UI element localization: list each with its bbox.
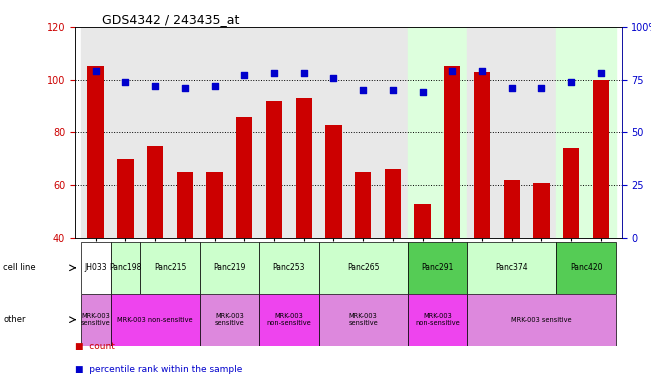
Bar [81, 294, 111, 346]
Point [536, 85, 547, 91]
Point [269, 70, 279, 76]
Bar [206, 172, 223, 344]
Bar [117, 159, 133, 344]
Bar [557, 242, 616, 294]
Bar [259, 242, 318, 294]
Point [566, 79, 576, 85]
Text: Panc219: Panc219 [214, 263, 245, 272]
Bar [467, 294, 616, 346]
Bar [259, 294, 318, 346]
Text: Panc265: Panc265 [347, 263, 380, 272]
Bar [592, 79, 609, 344]
Bar [415, 204, 431, 344]
Bar [318, 294, 408, 346]
Text: Panc374: Panc374 [495, 263, 528, 272]
Point [358, 87, 368, 93]
Bar [533, 183, 549, 344]
Text: MRK-003 non-sensitive: MRK-003 non-sensitive [117, 317, 193, 323]
Bar [408, 27, 467, 238]
Text: MRK-003
sensitive: MRK-003 sensitive [348, 313, 378, 326]
Bar [81, 242, 111, 294]
Bar [408, 294, 467, 346]
Bar [236, 117, 253, 344]
Bar [385, 169, 401, 344]
Bar [111, 294, 200, 346]
Point [447, 68, 458, 74]
Bar [444, 66, 460, 344]
Point [90, 68, 101, 74]
Bar [563, 148, 579, 344]
Bar [318, 27, 408, 238]
Text: MRK-003
non-sensitive: MRK-003 non-sensitive [266, 313, 311, 326]
Bar [408, 242, 467, 294]
Point [328, 74, 339, 81]
Point [150, 83, 160, 89]
Text: Panc420: Panc420 [570, 263, 602, 272]
Text: MRK-003 sensitive: MRK-003 sensitive [511, 317, 572, 323]
Bar [474, 72, 490, 344]
Text: MRK-003
non-sensitive: MRK-003 non-sensitive [415, 313, 460, 326]
Bar [200, 27, 259, 238]
Bar [111, 242, 140, 294]
Bar [200, 242, 259, 294]
Text: Panc291: Panc291 [421, 263, 454, 272]
Bar [355, 172, 371, 344]
Text: other: other [3, 315, 26, 324]
Text: JH033: JH033 [85, 263, 107, 272]
Text: MRK-003
sensitive: MRK-003 sensitive [215, 313, 244, 326]
Bar [200, 294, 259, 346]
Bar [326, 124, 342, 344]
Bar [176, 172, 193, 344]
Bar [140, 242, 200, 294]
Text: MRK-003
sensitive: MRK-003 sensitive [81, 313, 111, 326]
Bar [557, 27, 616, 238]
Text: ■  count: ■ count [75, 343, 115, 351]
Point [180, 85, 190, 91]
Bar [467, 242, 557, 294]
Point [477, 68, 487, 74]
Point [596, 70, 606, 76]
Bar [266, 101, 282, 344]
Text: ■  percentile rank within the sample: ■ percentile rank within the sample [75, 366, 242, 374]
Bar [318, 242, 408, 294]
Point [506, 85, 517, 91]
Bar [504, 180, 520, 344]
Text: Panc253: Panc253 [273, 263, 305, 272]
Text: Panc215: Panc215 [154, 263, 186, 272]
Bar [81, 27, 111, 238]
Point [417, 89, 428, 95]
Text: cell line: cell line [3, 263, 36, 272]
Point [210, 83, 220, 89]
Text: Panc198: Panc198 [109, 263, 141, 272]
Bar [87, 66, 104, 344]
Bar [467, 27, 557, 238]
Point [239, 73, 249, 79]
Bar [259, 27, 318, 238]
Bar [147, 146, 163, 344]
Point [299, 70, 309, 76]
Point [120, 79, 131, 85]
Point [387, 87, 398, 93]
Text: GDS4342 / 243435_at: GDS4342 / 243435_at [102, 13, 240, 26]
Bar [111, 27, 140, 238]
Bar [140, 27, 200, 238]
Bar [296, 98, 312, 344]
